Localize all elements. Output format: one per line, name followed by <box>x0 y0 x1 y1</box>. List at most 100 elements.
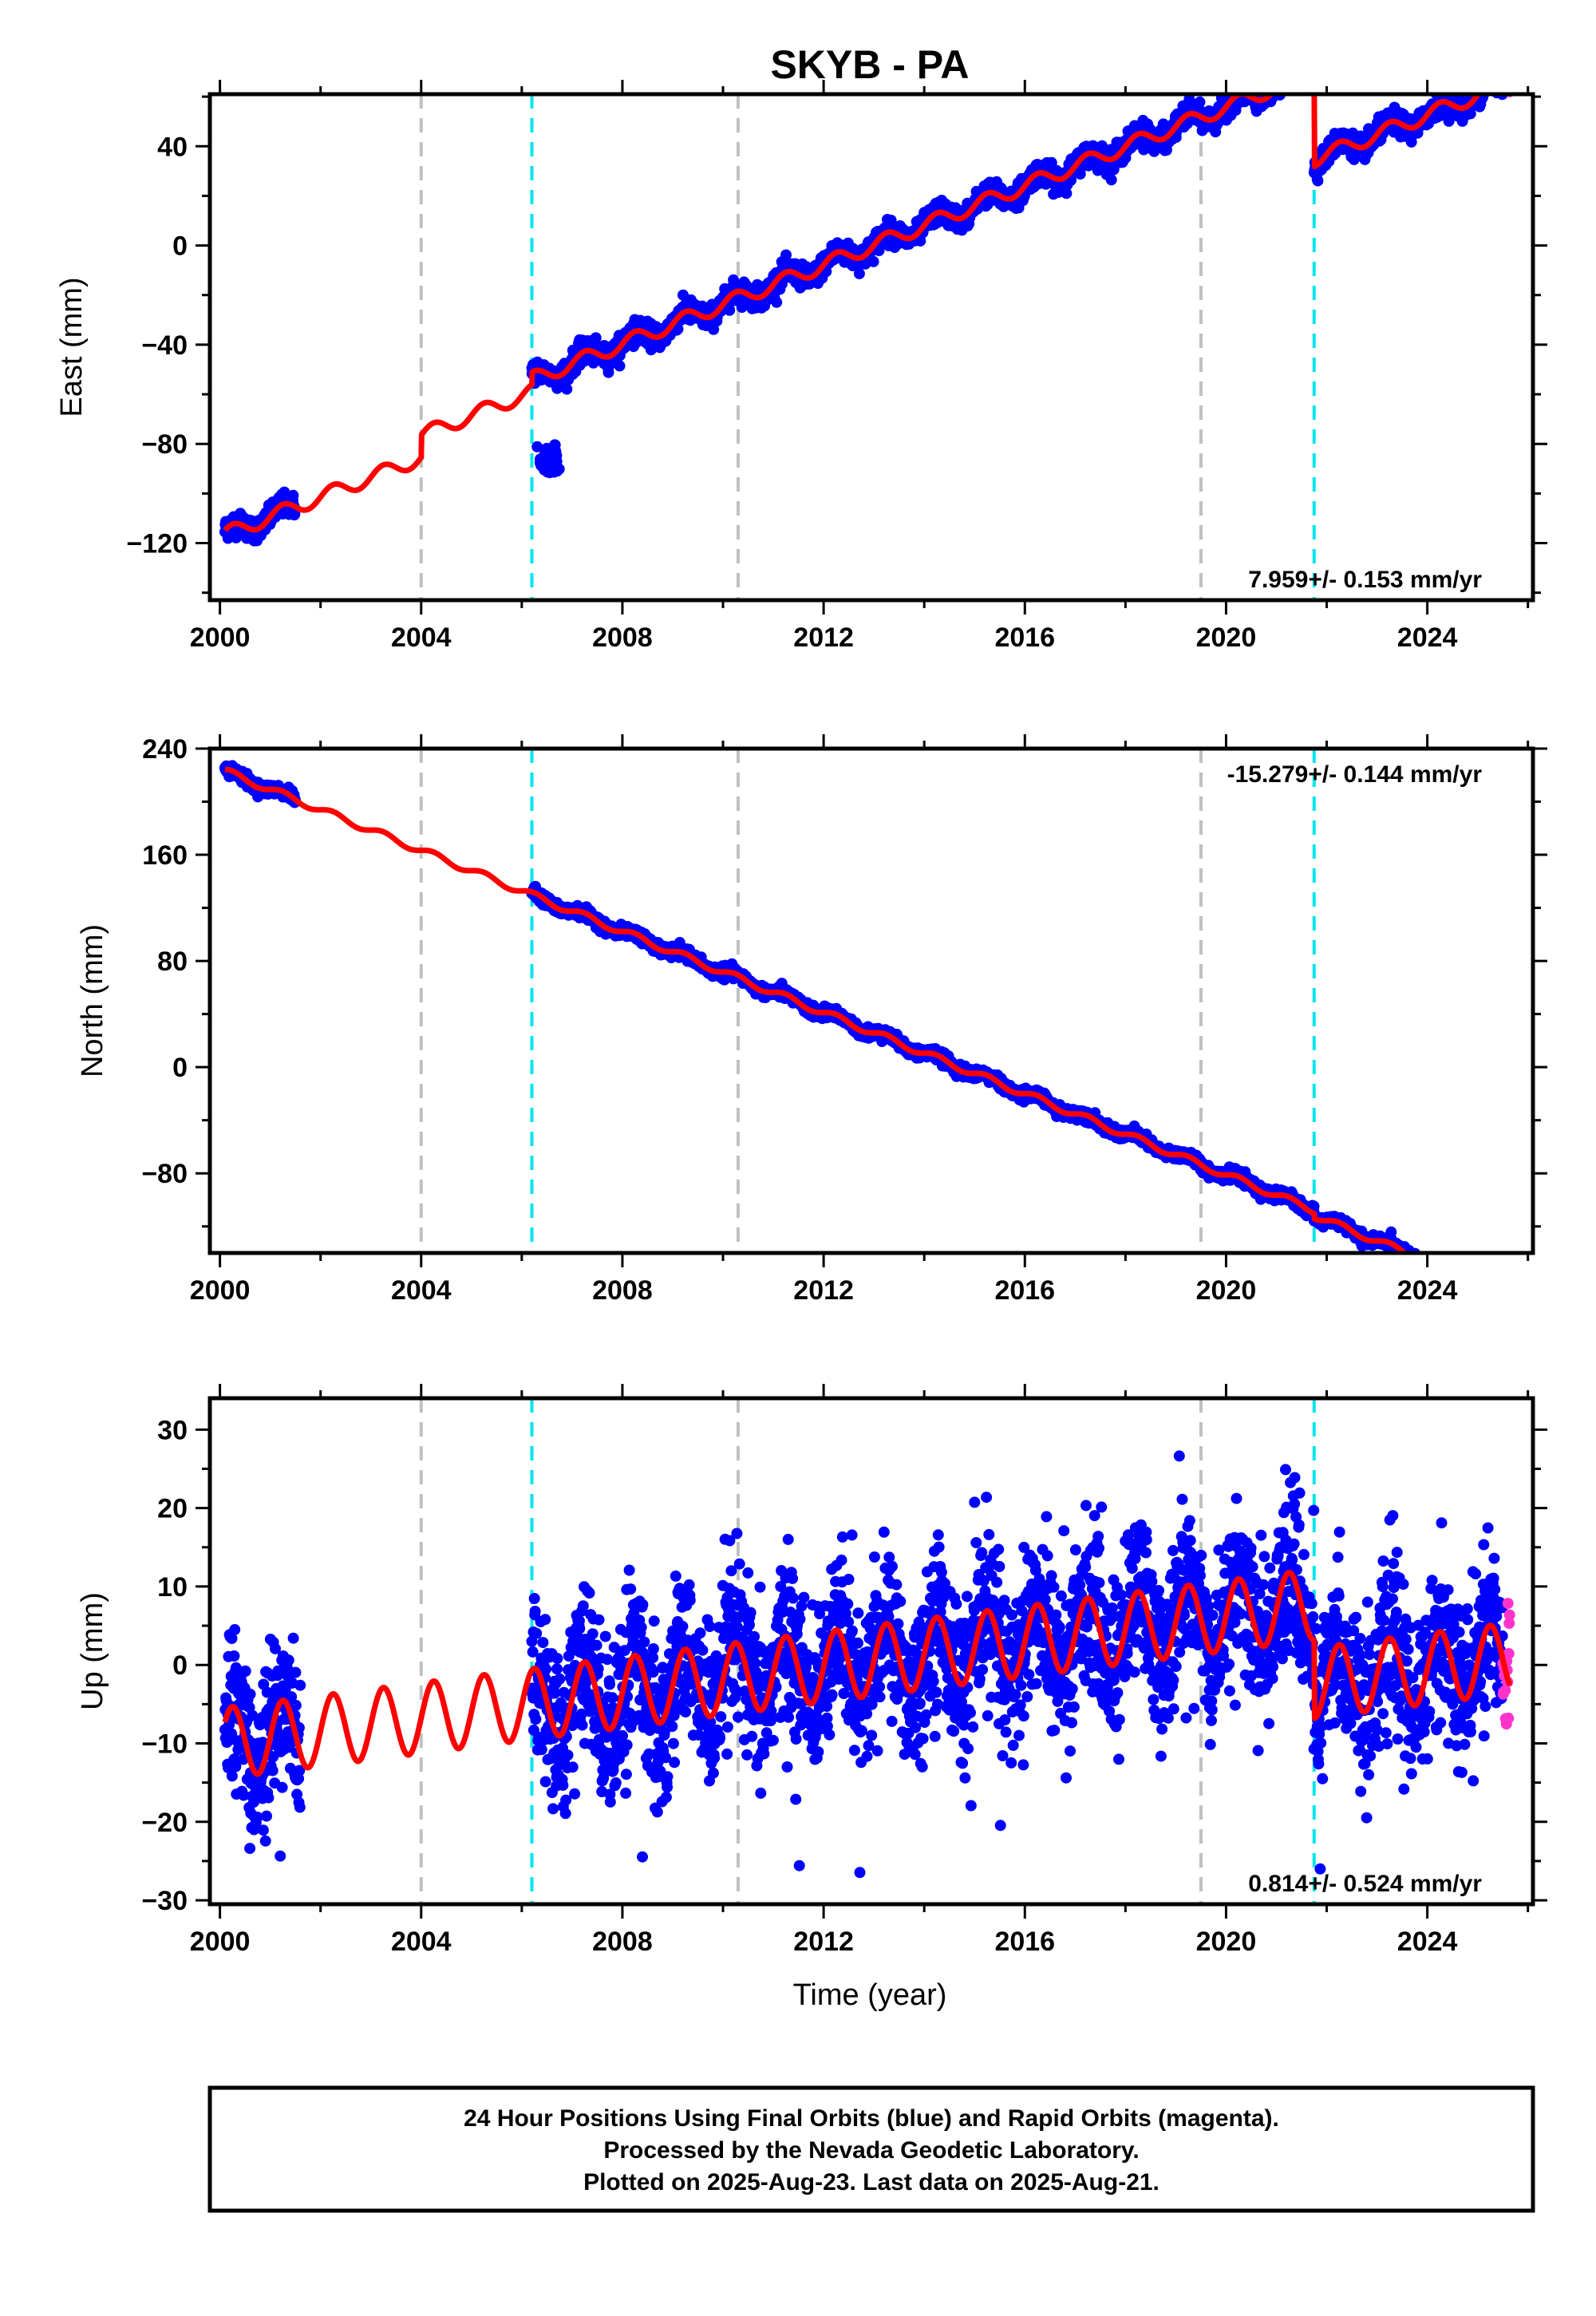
final-orbit-point <box>1495 77 1507 88</box>
x-tick-label: 2012 <box>793 622 854 653</box>
final-orbit-point <box>1487 81 1498 92</box>
final-orbit-point <box>1479 80 1490 91</box>
final-orbit-point <box>867 255 879 267</box>
final-orbit-point <box>1282 66 1293 77</box>
final-orbit-point <box>1481 77 1492 89</box>
final-orbit-point <box>1302 74 1313 85</box>
final-orbit-point <box>1486 77 1497 88</box>
final-orbit-point <box>1287 70 1298 81</box>
final-orbit-point <box>1287 67 1298 78</box>
final-orbit-point <box>1288 73 1299 85</box>
final-orbit-point <box>1482 73 1493 84</box>
x-tick-label: 2004 <box>391 622 452 653</box>
final-orbit-point <box>1492 74 1503 85</box>
final-orbit-point <box>1270 82 1282 93</box>
final-orbit-point <box>1304 74 1315 85</box>
final-orbit-point <box>1306 76 1317 87</box>
final-orbit-point <box>1486 70 1497 81</box>
final-orbit-point <box>1301 71 1312 82</box>
final-orbit-point <box>1490 81 1501 92</box>
final-orbit-point <box>1285 68 1296 79</box>
final-orbit-point <box>1291 72 1302 83</box>
final-orbit-point <box>1295 81 1306 92</box>
final-orbit-point <box>590 332 602 344</box>
rapid-orbit-point <box>1502 75 1513 86</box>
final-orbit-point <box>1478 79 1489 90</box>
final-orbit-point <box>1278 72 1289 83</box>
final-orbit-point <box>1279 71 1290 82</box>
final-orbit-point <box>1488 75 1499 86</box>
final-orbit-point <box>1305 74 1316 85</box>
final-orbit-point <box>541 442 553 454</box>
final-orbit-point <box>544 467 555 479</box>
final-orbit-point <box>1294 82 1305 93</box>
final-orbit-point <box>1284 61 1295 72</box>
final-orbit-point <box>1492 74 1503 85</box>
final-orbit-point <box>1304 81 1315 93</box>
final-orbit-point <box>1282 74 1293 85</box>
final-orbit-point <box>1296 64 1307 75</box>
final-orbit-point <box>1488 73 1499 84</box>
final-orbit-point <box>1294 69 1306 80</box>
final-orbit-point <box>1298 66 1309 77</box>
final-orbit-point <box>1269 79 1280 90</box>
x-tick-label: 2016 <box>994 622 1055 653</box>
final-orbit-point <box>1298 70 1310 81</box>
final-orbit-point <box>1495 83 1506 94</box>
rapid-orbit-point <box>1498 82 1509 93</box>
final-orbit-point <box>1308 67 1319 78</box>
rapid-orbit-point <box>1499 73 1511 84</box>
final-orbit-point <box>1293 77 1304 88</box>
final-orbit-point <box>1296 67 1307 78</box>
final-orbit-point <box>1490 78 1501 89</box>
final-orbit-point <box>1302 76 1314 87</box>
final-orbit-point <box>1484 73 1495 84</box>
final-orbit-point <box>1285 55 1296 66</box>
final-orbit-point <box>1274 81 1285 92</box>
final-orbit-point <box>1302 78 1314 89</box>
final-orbit-point <box>1290 64 1302 75</box>
final-orbit-point <box>614 360 626 372</box>
final-orbit-point <box>1487 73 1499 84</box>
rapid-orbit-point <box>1503 82 1514 93</box>
final-orbit-point <box>1306 77 1317 88</box>
final-orbit-point <box>1493 81 1504 93</box>
final-orbit-point <box>1271 81 1282 93</box>
final-orbit-point <box>1486 71 1497 82</box>
rapid-orbit-point <box>1501 80 1512 91</box>
final-orbit-point <box>1487 73 1499 85</box>
final-orbit-point <box>1290 65 1302 77</box>
final-orbit-point <box>1491 71 1502 82</box>
final-orbit-point <box>1489 82 1500 93</box>
final-orbit-point <box>1289 58 1300 69</box>
final-orbit-point <box>1275 79 1286 90</box>
rapid-orbit-point <box>1498 68 1509 79</box>
final-orbit-point <box>1307 76 1318 87</box>
final-orbit-point <box>1495 82 1507 93</box>
rapid-orbit-point <box>1502 73 1513 85</box>
rapid-orbit-point <box>1499 71 1511 82</box>
final-orbit-point <box>1293 69 1304 81</box>
model-fit-line <box>223 94 1482 533</box>
velocity-rate-label: 7.959+/- 0.153 mm/yr <box>1248 567 1482 593</box>
final-orbit-point <box>1484 73 1495 85</box>
final-orbit-point <box>771 296 783 308</box>
final-orbit-point <box>1281 62 1292 73</box>
final-orbit-point <box>1280 77 1291 88</box>
final-orbit-point <box>1295 60 1306 71</box>
final-orbit-point <box>1285 77 1296 89</box>
final-orbit-point <box>1246 82 1257 93</box>
rapid-orbit-point <box>1500 78 1511 89</box>
final-orbit-point <box>1293 76 1304 87</box>
final-orbit-point <box>1286 69 1298 80</box>
final-orbit-point <box>1277 72 1288 83</box>
final-orbit-point <box>1491 77 1502 88</box>
final-orbit-point <box>1290 76 1301 87</box>
final-orbit-point <box>1245 81 1256 93</box>
final-orbit-point <box>1278 68 1290 79</box>
rapid-orbit-point <box>1497 73 1508 85</box>
final-orbit-point <box>1278 73 1290 84</box>
final-orbit-point <box>1286 69 1297 80</box>
final-orbit-point <box>1480 74 1491 85</box>
x-tick-label: 2000 <box>190 622 251 653</box>
